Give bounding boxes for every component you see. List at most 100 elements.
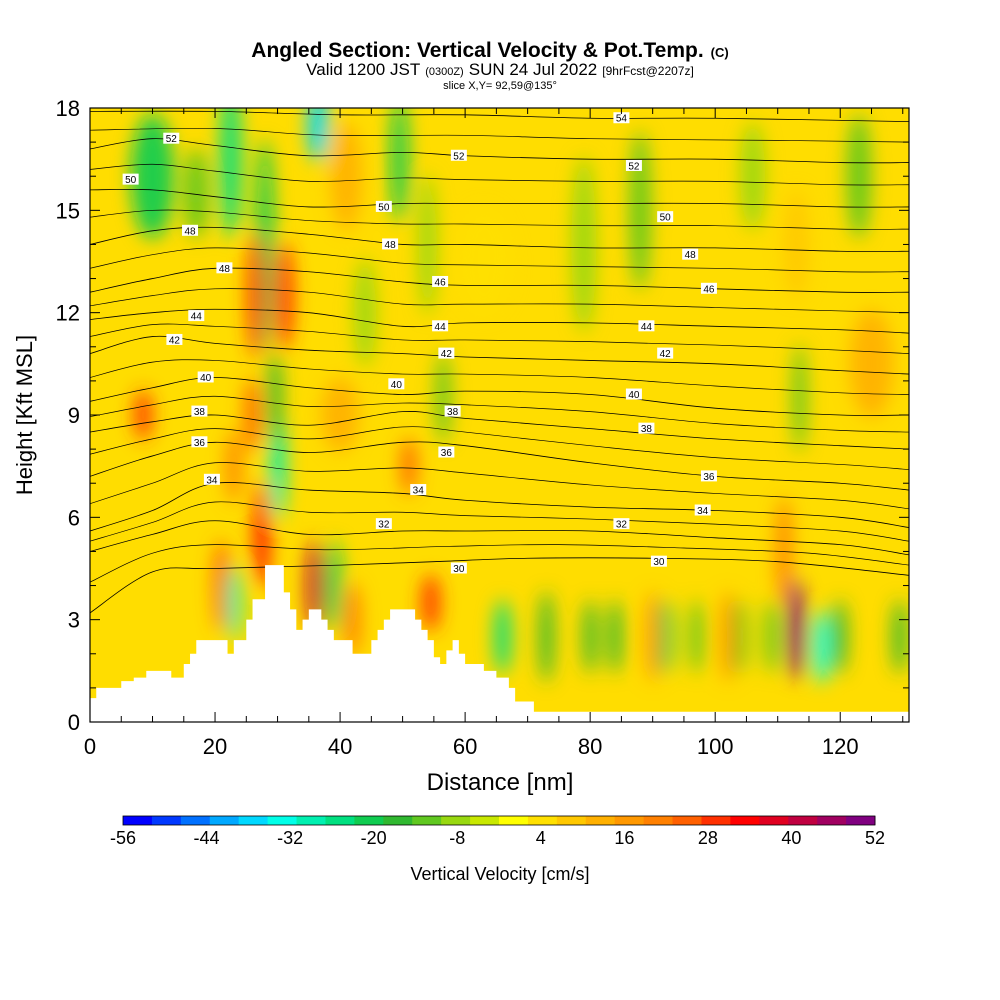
contour-label-text: 44 [435,322,447,333]
x-tick-label: 60 [453,734,477,759]
potential-temperature-contours [90,110,909,614]
velocity-cell [607,599,623,674]
contour-label: 44 [188,310,205,323]
contour-label-text: 36 [441,448,453,459]
contour-label-text: 34 [697,506,709,517]
velocity-cell [812,609,831,685]
contour-label-text: 48 [685,250,697,261]
contour-label-text: 48 [184,226,196,237]
colorbar-swatch [441,816,471,825]
velocity-cell [134,389,152,441]
theta-contour-30 [90,557,909,614]
colorbar-tick-label: -32 [277,828,303,848]
x-tick-label: 120 [822,734,859,759]
contour-label-text: 42 [441,349,453,360]
contour-label: 38 [191,405,208,418]
colorbar-swatch [238,816,269,825]
contour-label-text: 50 [660,213,672,224]
velocity-cell [849,309,894,419]
velocity-cell [401,437,417,495]
colorbar-swatch [470,816,500,825]
chart-subtitle-slice: slice X,Y= 92,59@135° [443,80,557,92]
plot-area: 52 52 52 54 50 50 50 48 48 48 48 46 46 44 44 44 42 42 42 40… [90,108,909,722]
contour-label: 40 [625,388,642,401]
contour-label: 34 [410,484,427,497]
contour-label: 38 [638,422,655,435]
colorbar-tick-label: -8 [449,828,465,848]
contour-label-text: 34 [206,475,218,486]
x-tick-label: 40 [328,734,352,759]
theta-contour-minor [90,426,909,470]
velocity-cell [657,599,674,674]
contour-label: 52 [163,132,180,145]
velocity-cell [254,480,270,589]
contour-label-text: 44 [641,322,653,333]
contour-label: 52 [450,149,467,162]
colorbar-label: Vertical Velocity [cm/s] [410,864,589,884]
colorbar-tick-label: 4 [536,828,546,848]
theta-contour-44 [90,308,909,334]
contour-label: 36 [700,470,717,483]
colorbar-swatch [730,816,760,825]
colorbar-swatch [151,816,182,825]
theta-contour-minor [90,163,909,186]
velocity-cell [689,599,704,674]
velocity-cell [390,108,409,222]
y-tick-label: 12 [56,301,80,326]
contour-label-text: 50 [378,202,390,213]
contour-label-text: 38 [447,407,459,418]
theta-contour-34 [90,482,909,532]
velocity-cell [307,108,330,163]
contour-label-text: 38 [641,424,653,435]
contour-label-text: 32 [616,520,628,531]
velocity-cell [213,539,230,632]
x-tick-label: 100 [697,734,734,759]
contour-label-text: 52 [453,151,465,162]
colorbar-swatch [672,816,702,825]
contour-label-text: 30 [453,564,465,575]
theta-contour-minor [90,544,909,583]
contour-label: 50 [122,173,139,186]
contour-label-text: 40 [628,390,640,401]
contour-label: 48 [682,248,699,261]
velocity-cell [343,582,362,657]
colorbar-tick-label: 40 [781,828,801,848]
contour-label: 30 [450,562,467,575]
velocity-cell [273,241,294,350]
colorbar-swatch [354,816,384,825]
x-axis-label: Distance [nm] [427,769,574,796]
theta-contour-minor [90,462,909,510]
contour-label-text: 36 [194,438,206,449]
y-tick-label: 6 [68,505,80,530]
contour-label-text: 30 [653,557,665,568]
contour-label: 46 [700,282,717,295]
x-axis: 0 20 40 60 80 100 120 [84,108,904,759]
contour-label-text: 40 [391,380,403,391]
theta-contour-minor [90,209,909,230]
theta-contour-46 [90,267,909,293]
colorbar-tick-label: -44 [194,828,220,848]
colorbar-tick-label: 16 [614,828,634,848]
velocity-cell [740,122,766,231]
contour-label-text: 48 [219,264,231,275]
velocity-cell [330,122,362,231]
velocity-cell [266,352,283,444]
velocity-cell [787,579,806,681]
contour-label: 50 [375,200,392,213]
x-tick-label: 0 [84,734,96,759]
velocity-cell [354,258,376,367]
y-tick-label: 15 [56,198,80,223]
velocity-cell [891,599,908,674]
contour-label: 44 [432,320,449,333]
velocity-cell [219,108,242,239]
velocity-cell [832,599,848,674]
velocity-cell [644,591,661,683]
contour-label: 52 [625,159,642,172]
x-tick-label: 20 [203,734,227,759]
contour-labels: 52 52 52 54 50 50 50 48 48 48 48 46 46 44 44 44 42 42 42 40… [122,112,717,575]
colorbar [122,815,876,826]
contour-label-text: 46 [435,277,447,288]
velocity-cell [321,377,359,453]
